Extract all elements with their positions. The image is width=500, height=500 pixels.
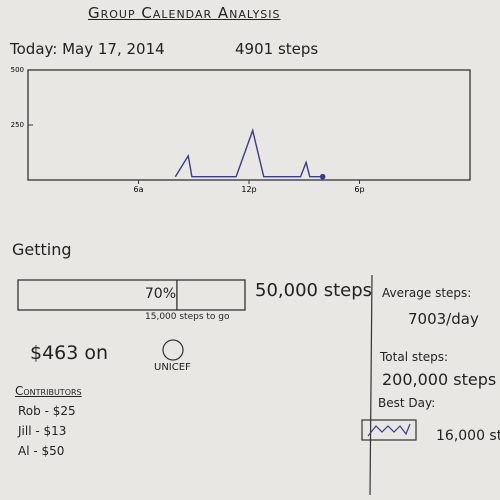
goal-percent: 70%: [144, 286, 177, 302]
goal-heading: Getting: [12, 240, 72, 259]
best-value: 16,000 steps: [436, 428, 500, 444]
page-title: Group Calendar Analysis: [88, 4, 281, 22]
x-tick-label: 6p: [354, 185, 364, 194]
y-tick-label: 250: [11, 121, 24, 129]
today-steps: 4901 steps: [235, 40, 319, 58]
best-day-sparkline: [361, 419, 417, 441]
charity-name: UNICEF: [154, 362, 191, 373]
contributors-heading: Contributors: [15, 384, 82, 398]
step-line: [174, 128, 323, 178]
goal-bar: [17, 279, 246, 311]
y-tick-label: 500: [11, 66, 24, 74]
divider: [369, 274, 373, 496]
goal-remaining: 15,000 steps to go: [145, 312, 230, 322]
step-chart: 250 500 6a 12p 6p: [11, 66, 471, 194]
x-tick-label: 6a: [134, 185, 144, 194]
best-label: Best Day:: [378, 396, 436, 410]
x-tick-label: 12p: [241, 185, 256, 194]
goal-target: 50,000 steps: [255, 280, 373, 301]
average-value: 7003/day: [408, 310, 479, 328]
today-date: Today: May 17, 2014: [10, 40, 165, 58]
goal-bar-frame: [17, 279, 246, 311]
contributor: Al - $50: [18, 444, 65, 458]
total-label: Total steps:: [380, 350, 449, 364]
total-value: 200,000 steps: [382, 370, 497, 389]
contributor: Rob - $25: [18, 404, 76, 418]
contributor: Jill - $13: [18, 424, 67, 438]
chart-frame: [27, 69, 471, 181]
average-label: Average steps:: [382, 286, 472, 300]
charity-logo: [162, 339, 184, 361]
donation-amount: $463 on: [30, 342, 109, 364]
current-point: [319, 173, 326, 180]
